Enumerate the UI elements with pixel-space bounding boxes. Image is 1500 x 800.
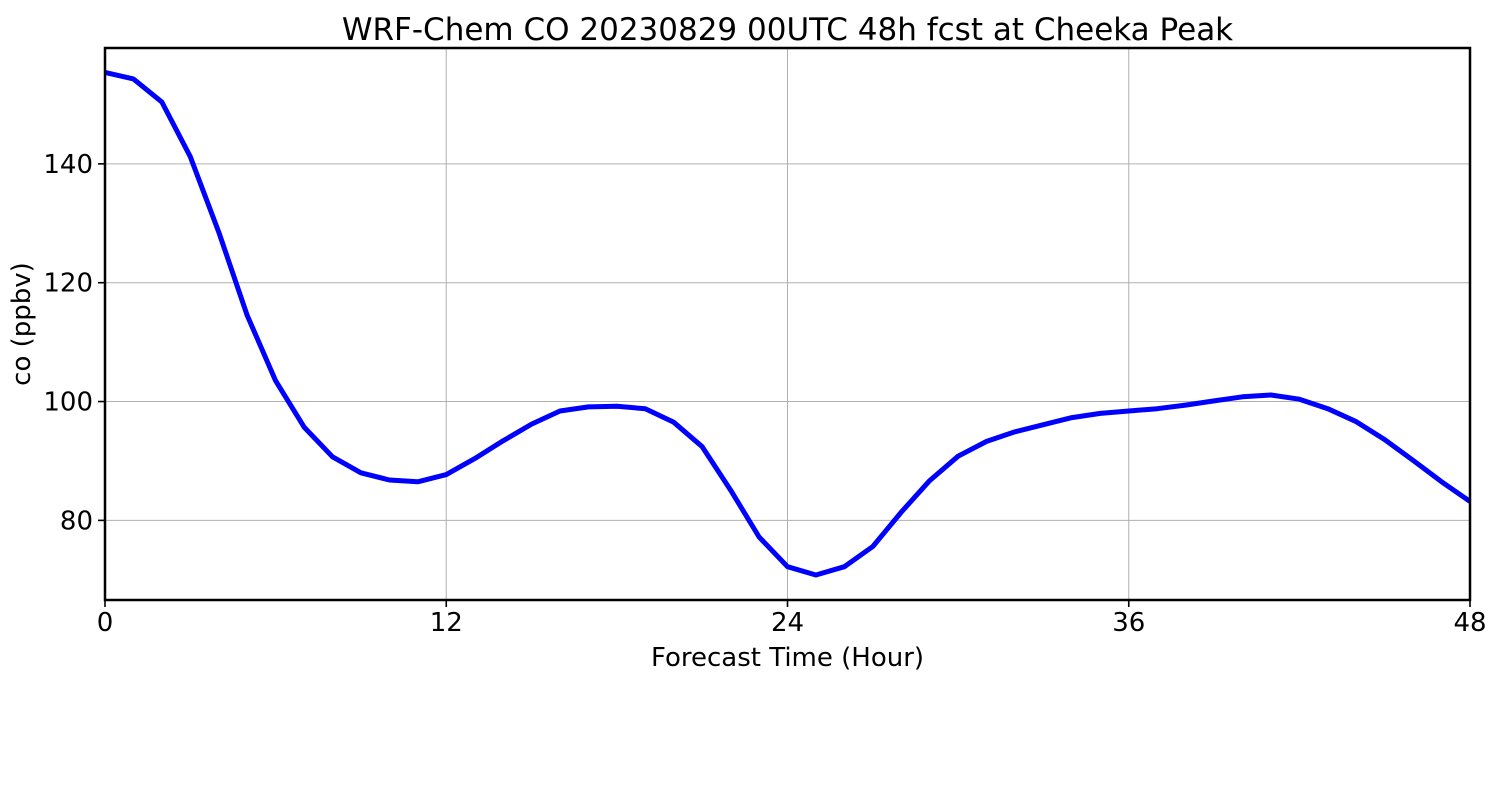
y-tick-label: 100 (43, 388, 93, 418)
co-series-line (104, 69, 1472, 578)
x-tick-label: 12 (430, 608, 463, 638)
y-tick-label: 80 (60, 506, 93, 536)
x-axis-label: Forecast Time (Hour) (651, 643, 924, 673)
ticks: 0 12 24 36 48 80 100 120 140 (43, 150, 1486, 638)
x-tick-label: 48 (1453, 608, 1486, 638)
x-tick-label: 24 (771, 608, 804, 638)
series-layer (104, 69, 1472, 578)
chart-title: WRF-Chem CO 20230829 00UTC 48h fcst at C… (342, 12, 1233, 48)
y-tick-label: 120 (43, 269, 93, 299)
grid (104, 48, 1471, 600)
y-axis-label: co (ppbv) (7, 262, 37, 386)
x-tick-label: 36 (1112, 608, 1145, 638)
x-tick-label: 0 (97, 608, 114, 638)
y-tick-label: 140 (43, 150, 93, 180)
